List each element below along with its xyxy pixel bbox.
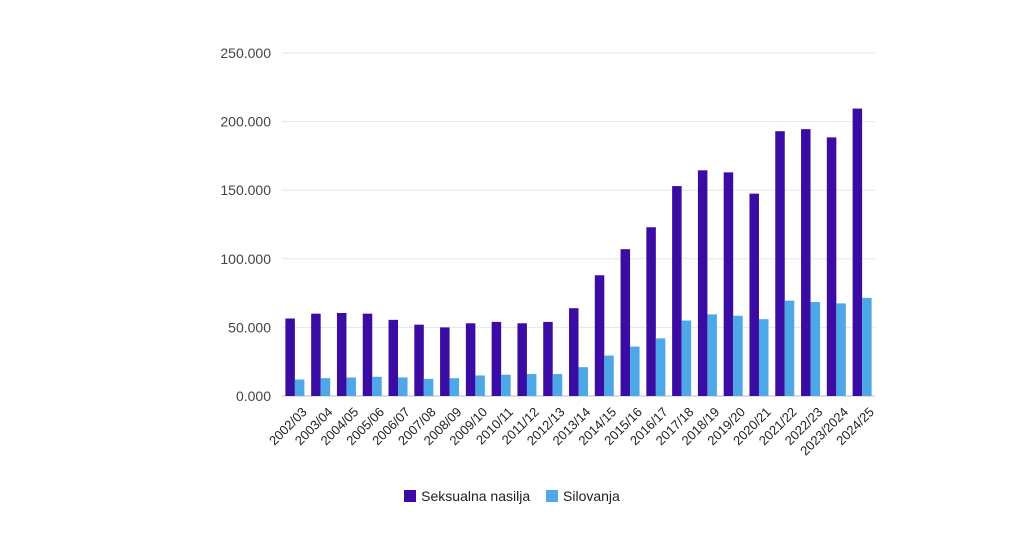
bar-silovanja[interactable] (552, 374, 563, 396)
bar-seksualna-nasilja[interactable] (285, 318, 295, 396)
bar-seksualna-nasilja[interactable] (672, 186, 682, 396)
bar-silovanja[interactable] (604, 355, 614, 396)
bar-seksualna-nasilja[interactable] (620, 249, 631, 396)
y-axis-labels: 0.000 50.000 100.000 150.000 200.000 250.000 (220, 45, 271, 404)
bar-seksualna-nasilja[interactable] (311, 313, 321, 396)
bar-silovanja[interactable] (398, 377, 408, 396)
bar-seksualna-nasilja[interactable] (336, 312, 347, 396)
bar-silovanja[interactable] (733, 315, 743, 396)
bar-seksualna-nasilja[interactable] (362, 313, 373, 396)
bar-seksualna-nasilja[interactable] (852, 108, 863, 396)
legend-label-seksualna-nasilja: Seksualna nasilja (421, 488, 531, 504)
bar-seksualna-nasilja[interactable] (697, 170, 708, 396)
x-axis-labels: 2002/032003/042004/052005/062006/072007/… (266, 404, 877, 458)
bar-silovanja[interactable] (630, 346, 640, 396)
y-tick-label: 50.000 (228, 319, 271, 335)
bar-silovanja[interactable] (294, 379, 305, 396)
bar-seksualna-nasilja[interactable] (646, 227, 656, 396)
bar-seksualna-nasilja[interactable] (440, 327, 450, 396)
bar-seksualna-nasilja[interactable] (465, 323, 476, 396)
bar-seksualna-nasilja[interactable] (543, 321, 553, 396)
bar-seksualna-nasilja[interactable] (388, 319, 399, 396)
bar-seksualna-nasilja[interactable] (775, 131, 785, 397)
bar-silovanja[interactable] (655, 338, 666, 396)
legend-item-silovanja[interactable]: Silovanja (546, 488, 620, 504)
bar-seksualna-nasilja[interactable] (414, 324, 424, 396)
bar-silovanja[interactable] (862, 297, 872, 396)
bar-silovanja[interactable] (526, 374, 537, 396)
bar-silovanja[interactable] (449, 378, 460, 396)
legend-swatch-seksualna-nasilja (404, 490, 417, 502)
bar-silovanja[interactable] (320, 378, 331, 396)
y-tick-label: 150.000 (220, 182, 271, 198)
bars (285, 108, 872, 397)
bar-silovanja[interactable] (758, 319, 769, 396)
y-tick-label: 200.000 (220, 114, 271, 130)
bar-seksualna-nasilja[interactable] (749, 193, 759, 396)
bar-seksualna-nasilja[interactable] (569, 308, 579, 396)
y-tick-label: 100.000 (220, 251, 271, 267)
bar-silovanja[interactable] (346, 377, 356, 396)
y-tick-label: 250.000 (220, 45, 271, 61)
bar-seksualna-nasilja[interactable] (491, 321, 502, 396)
bar-silovanja[interactable] (423, 378, 434, 396)
legend: Seksualna nasilja Silovanja (0, 488, 1024, 505)
bar-silovanja[interactable] (578, 367, 589, 396)
legend-swatch-silovanja (546, 490, 559, 502)
bar-silovanja[interactable] (784, 300, 795, 396)
bar-seksualna-nasilja[interactable] (801, 129, 811, 396)
legend-label-silovanja: Silovanja (563, 488, 620, 504)
bar-silovanja[interactable] (501, 374, 511, 396)
bar-seksualna-nasilja[interactable] (517, 323, 527, 396)
bar-silovanja[interactable] (372, 376, 382, 396)
legend-item-seksualna-nasilja[interactable]: Seksualna nasilja (404, 488, 530, 504)
y-tick-label: 0.000 (236, 388, 271, 404)
bar-silovanja[interactable] (475, 375, 485, 396)
bar-silovanja[interactable] (681, 320, 692, 396)
bar-silovanja[interactable] (707, 314, 717, 396)
bar-seksualna-nasilja[interactable] (723, 172, 734, 396)
bar-silovanja[interactable] (810, 302, 821, 396)
bar-seksualna-nasilja[interactable] (594, 275, 605, 396)
bar-seksualna-nasilja[interactable] (826, 137, 837, 397)
bar-silovanja[interactable] (836, 303, 846, 396)
